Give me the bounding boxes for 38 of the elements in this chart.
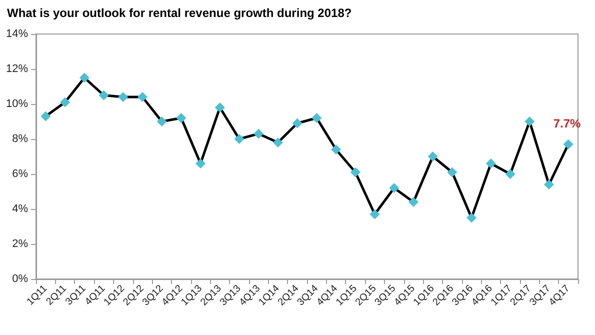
point bbox=[389, 183, 400, 193]
point bbox=[331, 144, 342, 154]
point bbox=[466, 212, 477, 223]
y-tick-label: 0% bbox=[12, 273, 28, 285]
y-tick-label: 12% bbox=[6, 63, 28, 75]
point bbox=[370, 209, 380, 220]
point bbox=[254, 128, 264, 139]
point bbox=[79, 72, 90, 83]
point bbox=[350, 167, 360, 178]
point bbox=[505, 169, 516, 179]
point bbox=[292, 118, 302, 128]
point bbox=[118, 92, 128, 102]
point bbox=[137, 92, 148, 102]
point bbox=[563, 139, 574, 150]
point bbox=[234, 134, 244, 144]
point bbox=[524, 116, 535, 126]
point bbox=[156, 116, 167, 126]
point bbox=[272, 138, 283, 148]
y-tick-label: 14% bbox=[6, 28, 28, 40]
point bbox=[544, 180, 554, 190]
data-label: 7.7% bbox=[553, 116, 582, 130]
point bbox=[176, 113, 186, 123]
chart-title: What is your outlook for rental revenue growth during 2018? bbox=[7, 6, 352, 20]
point bbox=[408, 197, 418, 207]
y-tick-label: 10% bbox=[6, 98, 28, 110]
point bbox=[98, 90, 109, 100]
y-tick-label: 6% bbox=[12, 168, 28, 180]
y-tick-label: 4% bbox=[12, 203, 28, 215]
y-tick-label: 8% bbox=[12, 133, 28, 145]
point bbox=[196, 158, 206, 168]
y-tick-label: 2% bbox=[12, 238, 28, 250]
point bbox=[428, 152, 438, 162]
point bbox=[214, 102, 225, 112]
point bbox=[40, 111, 51, 122]
point bbox=[312, 113, 322, 123]
point bbox=[486, 158, 496, 168]
point bbox=[447, 167, 458, 178]
point bbox=[60, 97, 70, 108]
